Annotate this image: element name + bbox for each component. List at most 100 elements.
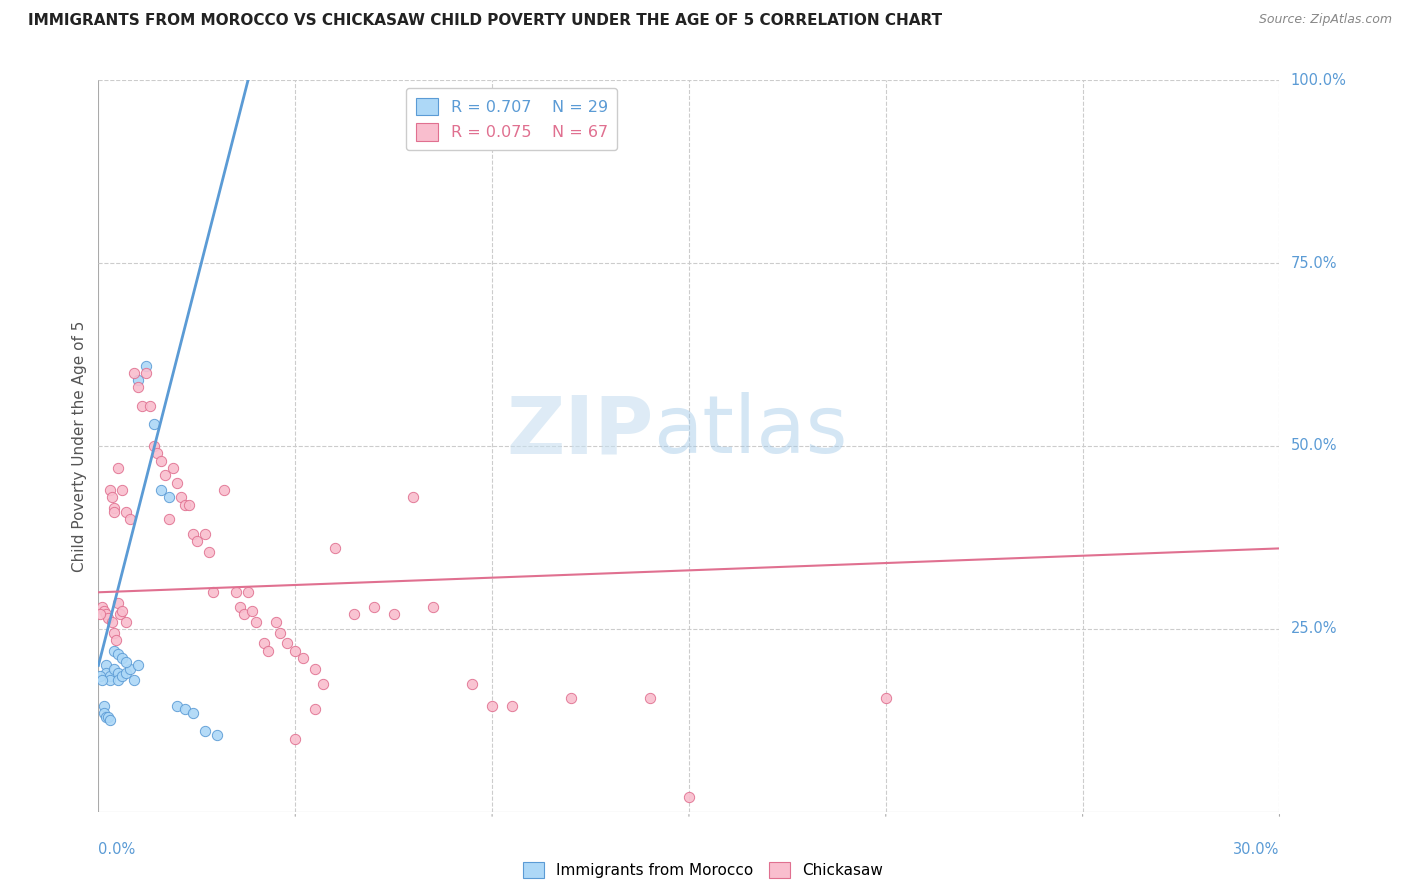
Text: Source: ZipAtlas.com: Source: ZipAtlas.com (1258, 13, 1392, 27)
Point (304, 702, 326, 716)
Point (127, 380, 149, 394)
Point (118, 662, 141, 676)
Point (256, 644, 278, 658)
Point (146, 446, 169, 460)
Point (343, 607, 366, 622)
Text: 75.0%: 75.0% (1291, 256, 1337, 270)
Point (197, 545, 219, 559)
Point (127, 658, 149, 673)
Point (157, 512, 180, 526)
Point (174, 498, 197, 512)
Point (284, 731, 307, 746)
Point (98, 673, 121, 687)
Point (363, 599, 385, 614)
Point (107, 665, 129, 680)
Point (181, 526, 204, 541)
Point (131, 399, 153, 413)
Point (875, 691, 897, 706)
Point (98, 669, 121, 683)
Point (107, 461, 129, 475)
Point (103, 501, 125, 516)
Point (96, 607, 118, 622)
Point (560, 691, 582, 706)
Point (107, 648, 129, 662)
Text: 0.0%: 0.0% (98, 842, 135, 857)
Text: 25.0%: 25.0% (1291, 622, 1337, 636)
Point (162, 461, 184, 475)
Point (304, 662, 326, 676)
Point (103, 644, 125, 658)
Legend: Immigrants from Morocco, Chickasaw: Immigrants from Morocco, Chickasaw (516, 856, 890, 884)
Point (115, 505, 138, 519)
Point (142, 417, 165, 431)
Point (382, 607, 405, 622)
Point (93, 706, 115, 720)
Point (135, 359, 157, 373)
Point (264, 615, 287, 629)
Point (107, 596, 129, 610)
Point (229, 599, 252, 614)
Point (177, 498, 200, 512)
Point (108, 607, 131, 622)
Text: ZIP: ZIP (506, 392, 654, 470)
Point (142, 439, 165, 453)
Point (118, 512, 141, 526)
Point (115, 615, 138, 629)
Point (284, 644, 307, 658)
Point (253, 636, 276, 650)
Point (89, 607, 111, 622)
Point (122, 673, 145, 687)
Point (98, 483, 121, 497)
Point (186, 534, 208, 549)
Point (89, 669, 111, 683)
Point (155, 468, 177, 483)
Point (96, 665, 118, 680)
Point (122, 366, 145, 380)
Point (638, 691, 661, 706)
Point (461, 676, 484, 690)
Point (174, 702, 197, 716)
Point (166, 475, 188, 490)
Point (233, 607, 256, 622)
Point (115, 665, 138, 680)
Point (481, 698, 503, 713)
Point (111, 603, 134, 617)
Point (101, 615, 124, 629)
Point (135, 366, 157, 380)
Point (240, 603, 263, 617)
Point (157, 490, 180, 504)
Point (194, 526, 217, 541)
Point (181, 706, 204, 720)
Point (93, 603, 115, 617)
Point (115, 655, 138, 669)
Text: 30.0%: 30.0% (1233, 842, 1279, 857)
Point (312, 676, 335, 690)
Y-axis label: Child Poverty Under the Age of 5: Child Poverty Under the Age of 5 (72, 320, 87, 572)
Point (98, 714, 121, 728)
Point (678, 790, 700, 805)
Point (201, 585, 224, 599)
Point (205, 728, 228, 742)
Point (323, 541, 346, 556)
Point (103, 625, 125, 640)
Text: 100.0%: 100.0% (1291, 73, 1347, 87)
Point (269, 625, 291, 640)
Point (245, 615, 267, 629)
Point (103, 505, 125, 519)
Point (91, 673, 114, 687)
Point (111, 483, 134, 497)
Point (292, 651, 315, 665)
Point (103, 662, 125, 676)
Text: atlas: atlas (654, 392, 848, 470)
Legend: R = 0.707    N = 29, R = 0.075    N = 67: R = 0.707 N = 29, R = 0.075 N = 67 (406, 88, 617, 150)
Point (150, 453, 173, 467)
Text: 50.0%: 50.0% (1291, 439, 1337, 453)
Point (97, 611, 120, 625)
Point (93, 698, 115, 713)
Point (170, 490, 193, 504)
Point (138, 399, 160, 413)
Point (225, 585, 247, 599)
Point (127, 373, 149, 387)
Point (166, 698, 188, 713)
Point (91, 599, 114, 614)
